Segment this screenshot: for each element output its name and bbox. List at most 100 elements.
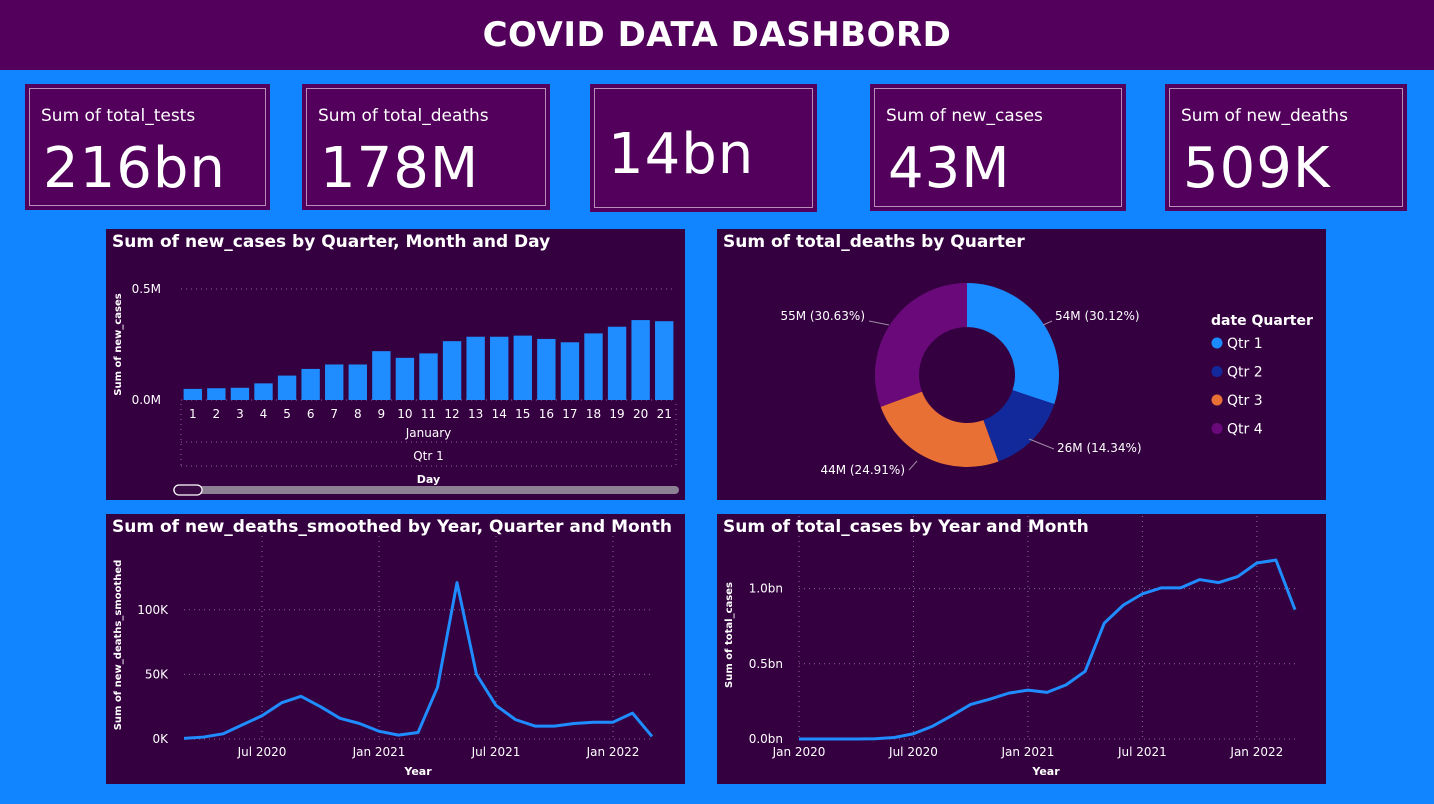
leader-line	[1028, 438, 1055, 450]
x-axis-title: Day	[417, 473, 440, 486]
x-axis-title: Year	[1031, 765, 1060, 778]
x-tick-label: 6	[307, 407, 315, 421]
legend-marker	[1211, 394, 1223, 406]
x-tick-label: 8	[354, 407, 362, 421]
card-border	[306, 88, 546, 206]
bar	[301, 368, 320, 400]
dashboard-header: COVID DATA DASHBORD	[0, 0, 1434, 70]
x-tick-label: Jan 2020	[772, 745, 826, 759]
card-border	[594, 88, 813, 208]
kpi-card-total-tests[interactable]: Sum of total_tests 216bn	[25, 84, 270, 210]
series-line	[183, 581, 654, 740]
x-tick-label: 10	[397, 407, 412, 421]
y-axis-title: Sum of total_cases	[724, 582, 735, 688]
legend-marker	[1211, 423, 1223, 434]
x-tick-label: 14	[492, 407, 507, 421]
chart-title: Sum of total_cases by Year and Month	[723, 517, 1089, 537]
bar	[631, 320, 650, 400]
x-tick-label: Jan 2021	[1000, 745, 1054, 759]
x-tick-label: Jan 2022	[586, 745, 640, 759]
y-tick-label: 100K	[137, 603, 169, 617]
bar	[490, 336, 509, 400]
legend-marker	[1211, 337, 1223, 349]
x-tick-label: 1	[189, 407, 197, 421]
total-deaths-donut-chart: 54M (30.12%) 26M (14.34%) 44M (24.91%) 55M …	[780, 283, 1313, 477]
kpi-card-total-deaths[interactable]: Sum of total_deaths 178M	[302, 84, 550, 210]
bar	[277, 375, 297, 400]
quarter-group-label: Qtr 1	[413, 449, 444, 463]
kpi-card-new-deaths[interactable]: Sum of new_deaths 509K	[1165, 84, 1407, 211]
y-tick-label: 0.5M	[132, 282, 161, 296]
bar	[513, 335, 532, 400]
new-deaths-smoothed-line-chart: 0K 50K 100K Jul 2020 Jan 2021 Jul 2021 Jan 202…	[113, 536, 654, 778]
card-border	[1169, 88, 1403, 207]
kpi-label: Sum of total_tests	[41, 106, 196, 126]
bar	[537, 338, 556, 400]
x-tick-label: 18	[586, 407, 601, 421]
x-tick-label: 5	[283, 407, 291, 421]
x-tick-label: 4	[260, 407, 268, 421]
bar	[183, 388, 202, 400]
scrollbar-thumb[interactable]	[173, 484, 203, 496]
x-tick-label: Jul 2020	[237, 745, 287, 759]
x-tick-label: 13	[468, 407, 483, 421]
bar	[584, 333, 603, 400]
slice-data-label: 26M (14.34%)	[1057, 441, 1142, 455]
x-tick-label: 15	[515, 407, 530, 421]
legend-item-label[interactable]: Qtr 1	[1227, 336, 1263, 352]
series-line	[799, 558, 1297, 741]
chart-title: Sum of total_deaths by Quarter	[723, 232, 1025, 252]
x-tick-label: Jul 2020	[888, 745, 938, 759]
total-deaths-donut-chart-panel[interactable]: 54M (30.12%) 26M (14.34%) 44M (24.91%) 55M …	[717, 229, 1326, 500]
kpi-label: Sum of total_deaths	[318, 106, 489, 126]
month-group-label: January	[405, 426, 452, 440]
legend-item-label[interactable]: Qtr 3	[1227, 393, 1263, 409]
bar	[442, 341, 462, 400]
bar	[466, 336, 485, 400]
legend-item-label[interactable]: Qtr 4	[1227, 422, 1263, 438]
donut-slice[interactable]	[967, 283, 1059, 405]
y-axis-title: Sum of new_cases	[113, 293, 124, 395]
x-tick-label: Jan 2021	[352, 745, 406, 759]
x-tick-label: 19	[609, 407, 624, 421]
y-tick-label: 0K	[152, 732, 169, 746]
x-tick-label: 2	[213, 407, 221, 421]
horizontal-scrollbar[interactable]	[173, 486, 679, 494]
bar	[607, 326, 627, 400]
x-tick-label: Jul 2021	[1117, 745, 1167, 759]
donut-slice[interactable]	[880, 391, 999, 467]
x-axis-title: Year	[403, 765, 432, 778]
kpi-value: 509K	[1183, 136, 1331, 201]
chart-title: Sum of new_deaths_smoothed by Year, Quar…	[112, 517, 673, 537]
new-deaths-smoothed-line-chart-panel[interactable]: 0K 50K 100K Jul 2020 Jan 2021 Jul 2021 Jan 202…	[106, 514, 685, 784]
legend-item-label[interactable]: Qtr 2	[1227, 365, 1263, 381]
leader-line	[1042, 320, 1053, 326]
bar	[655, 321, 674, 400]
bar	[325, 364, 344, 400]
y-tick-label: 0.0bn	[749, 732, 783, 746]
bar	[207, 388, 226, 400]
kpi-value: 178M	[320, 136, 480, 201]
donut-slice[interactable]	[983, 390, 1055, 462]
kpi-card-new-cases[interactable]: Sum of new_cases 43M	[870, 84, 1126, 211]
dashboard-title: COVID DATA DASHBORD	[482, 15, 952, 55]
x-tick-label: 3	[236, 407, 244, 421]
y-axis-title: Sum of new_deaths_smoothed	[113, 560, 124, 731]
total-cases-line-chart: 0.0bn 0.5bn 1.0bn Jan 2020 Jul 2020 Jan 2021 J…	[724, 516, 1297, 778]
x-tick-label: 17	[562, 407, 577, 421]
kpi-value: 43M	[888, 136, 1011, 201]
bar	[372, 351, 391, 400]
y-tick-label: 0.0M	[132, 393, 161, 407]
x-tick-label: 11	[421, 407, 436, 421]
bar	[254, 383, 273, 400]
total-cases-line-chart-panel[interactable]: 0.0bn 0.5bn 1.0bn Jan 2020 Jul 2020 Jan 2021 J…	[717, 514, 1326, 784]
slice-data-label: 54M (30.12%)	[1055, 309, 1140, 323]
kpi-card-unlabeled[interactable]: 14bn	[590, 84, 817, 212]
x-tick-label: Jan 2022	[1229, 745, 1283, 759]
donut-slice[interactable]	[875, 283, 967, 407]
bar	[230, 387, 250, 400]
bar	[395, 357, 415, 400]
x-tick-label: 21	[657, 407, 672, 421]
bar	[419, 353, 438, 400]
new-cases-bar-chart-panel[interactable]: 0.0M 0.5M 1 2 3 4 5 6 7 8 9 10 11 12 13 14 15 16 17 18 19 20 2…	[106, 229, 685, 500]
